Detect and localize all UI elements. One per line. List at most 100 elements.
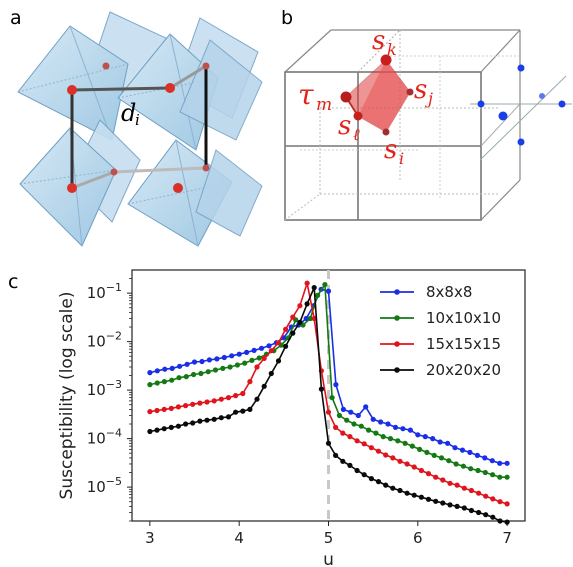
svg-text:ℓ: ℓ (353, 125, 360, 144)
label-s-k: s k (372, 26, 397, 59)
data-point (475, 467, 481, 474)
panel-b-letter: b (281, 7, 293, 29)
y-tick-label: 10−4 (87, 427, 122, 448)
data-point (205, 369, 211, 375)
data-point (402, 440, 408, 446)
data-point (504, 460, 510, 466)
data-point (161, 426, 167, 432)
data-point (304, 280, 310, 286)
panel-c-letter: c (8, 271, 18, 293)
data-point (411, 464, 417, 470)
data-point (333, 452, 339, 458)
svg-text:d: d (121, 99, 136, 127)
data-point (283, 343, 289, 349)
data-point (311, 285, 317, 291)
data-point (240, 390, 246, 397)
data-point (233, 393, 239, 399)
series-8x8x8 (147, 286, 510, 466)
x-tick-label: 3 (145, 529, 155, 547)
legend-marker (394, 315, 400, 321)
data-point (199, 358, 205, 365)
data-point (168, 405, 174, 411)
data-point (221, 354, 227, 361)
data-point (454, 482, 460, 488)
data-point (303, 315, 309, 322)
data-point (190, 401, 196, 407)
data-point (490, 514, 496, 520)
data-point (504, 474, 510, 480)
data-point (446, 458, 452, 464)
data-point (169, 365, 175, 371)
x-tick-label: 7 (502, 529, 512, 547)
legend-label: 10x10x10 (426, 309, 501, 327)
data-point (161, 379, 167, 385)
svg-text:m: m (316, 95, 332, 115)
series-20x20x20 (147, 285, 510, 525)
data-point (212, 367, 219, 373)
data-point (411, 492, 417, 498)
distance-label-di: d i (121, 99, 140, 129)
data-point (206, 357, 212, 363)
svg-text:s: s (372, 26, 385, 56)
data-point (461, 505, 467, 511)
label-s-i: s i (384, 135, 404, 168)
data-point (383, 452, 389, 458)
data-point (425, 496, 432, 502)
data-point (474, 452, 480, 458)
svg-text:i: i (399, 149, 404, 168)
data-point (183, 421, 189, 427)
data-point (497, 518, 503, 524)
data-point (348, 409, 354, 415)
data-point (375, 479, 382, 485)
data-point (482, 455, 488, 461)
data-point (447, 480, 453, 486)
data-point (154, 380, 160, 386)
data-point (347, 434, 353, 440)
data-point (355, 412, 361, 419)
data-point (162, 366, 168, 372)
data-point (415, 432, 421, 438)
data-point (454, 503, 460, 509)
label-s-j: s j (414, 75, 433, 108)
legend-marker (394, 341, 400, 347)
data-point (268, 348, 274, 354)
data-point (147, 382, 153, 388)
data-point (236, 351, 242, 357)
data-point (229, 353, 235, 359)
data-point (460, 463, 466, 469)
x-tick-label: 4 (234, 529, 244, 547)
data-point (433, 474, 439, 480)
data-point (325, 440, 332, 446)
data-point (361, 472, 367, 478)
data-point (333, 424, 339, 430)
data-point (392, 424, 399, 430)
data-point (409, 443, 415, 449)
y-tick-label: 10−1 (87, 281, 122, 302)
data-point (373, 430, 379, 436)
panel-a-letter: a (10, 7, 22, 29)
data-point (400, 426, 406, 432)
data-point (468, 466, 474, 472)
data-point (261, 383, 267, 389)
data-point (307, 315, 313, 322)
data-point (437, 439, 443, 445)
data-point (211, 416, 217, 422)
data-point (204, 417, 210, 423)
data-point (254, 364, 260, 370)
data-point (254, 396, 260, 402)
neighbor-sites (470, 64, 572, 161)
data-point (183, 403, 189, 409)
data-point (440, 500, 446, 506)
legend-label: 8x8x8 (426, 283, 472, 301)
y-tick-label: 10−2 (87, 330, 122, 351)
data-point (198, 370, 204, 377)
data-point (433, 498, 439, 504)
data-point (204, 399, 210, 405)
data-point (370, 416, 376, 422)
data-point (154, 427, 160, 433)
svg-text:s: s (414, 75, 427, 105)
data-point (191, 371, 197, 378)
data-point (266, 343, 272, 349)
data-point (489, 458, 495, 464)
